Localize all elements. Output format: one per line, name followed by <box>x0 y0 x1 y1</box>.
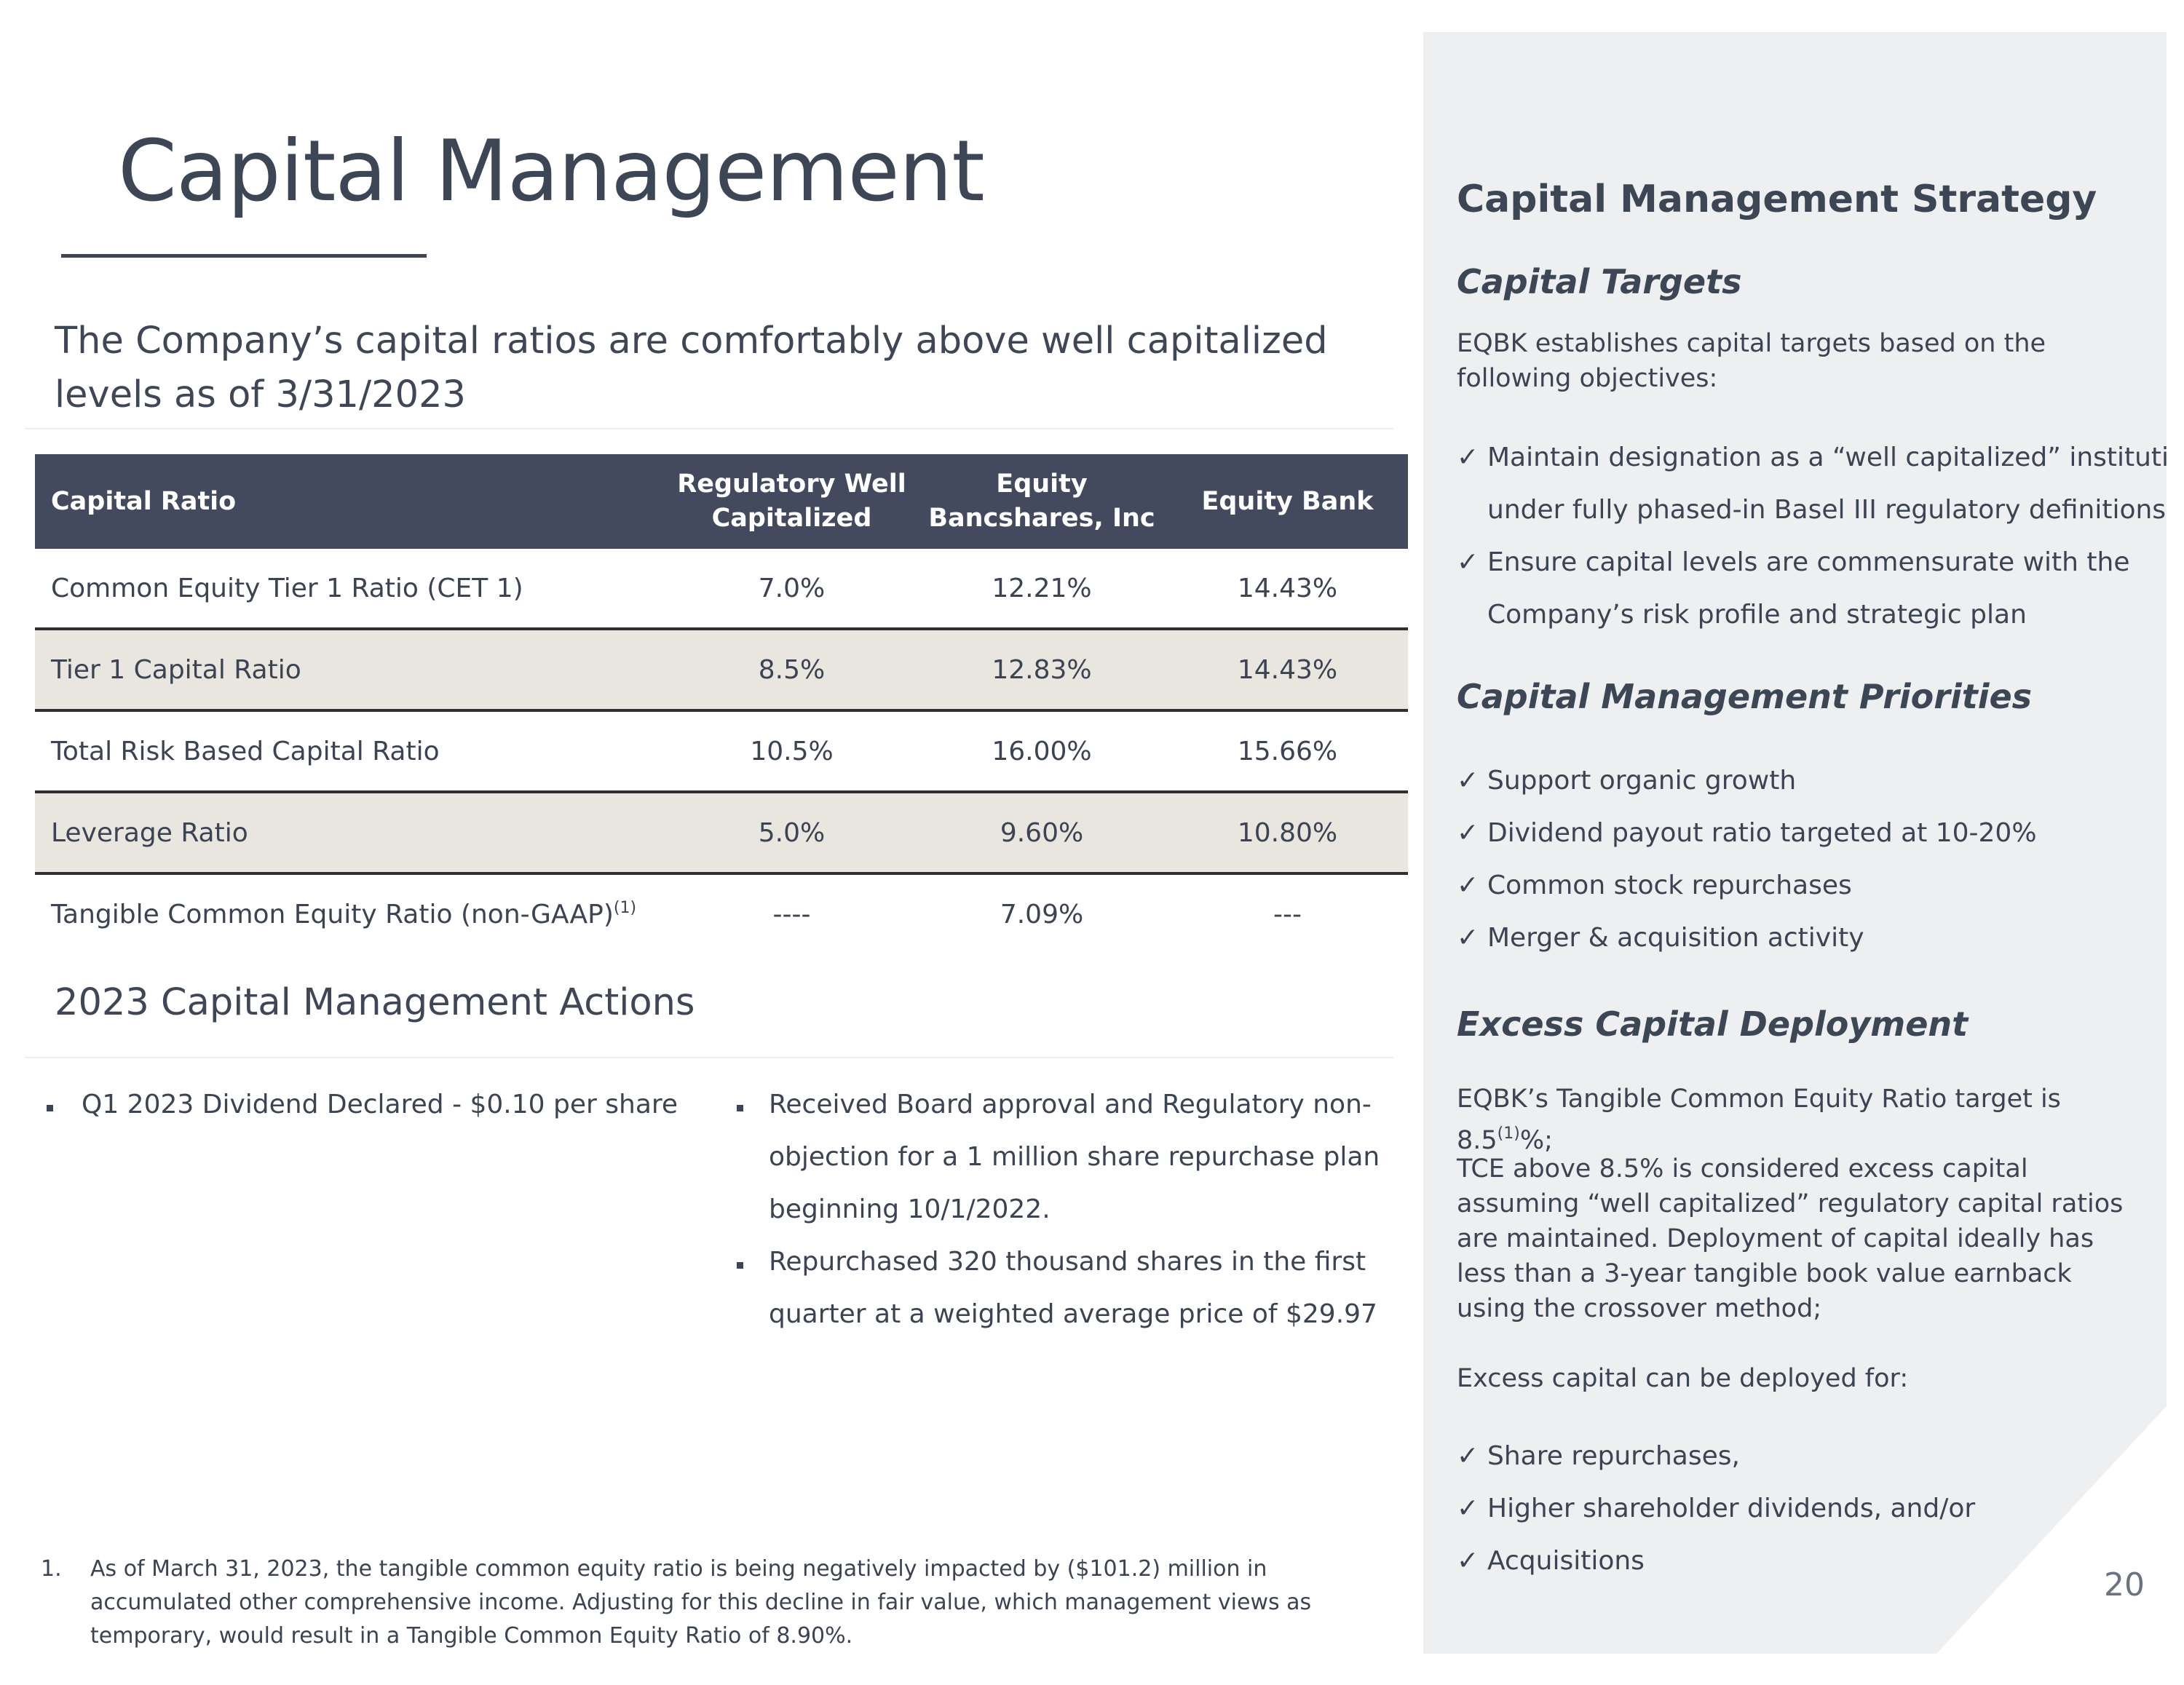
check-icon: ✓ <box>1457 923 1479 953</box>
table-row: Total Risk Based Capital Ratio 10.5% 16.… <box>35 710 1408 793</box>
check-icon: ✓ <box>1457 818 1479 848</box>
tce-target-end: %; <box>1519 1126 1553 1155</box>
check-icon: ✓ <box>1457 547 1479 577</box>
cell-bancshares: 16.00% <box>917 710 1167 793</box>
page-title: Capital Management <box>118 122 985 221</box>
cell-regulatory: 8.5% <box>667 629 917 712</box>
check-item: Higher shareholder dividends, and/or <box>1487 1494 1976 1523</box>
header-regulatory-well-capitalized: Regulatory Well Capitalized <box>667 454 917 549</box>
check-icon: ✓ <box>1457 871 1479 900</box>
deploy-intro: Excess capital can be deployed for: <box>1457 1364 1909 1393</box>
row-label: Total Risk Based Capital Ratio <box>35 710 667 793</box>
tce-target-text: EQBK’s Tangible Common Equity Ratio targ… <box>1457 1082 2134 1158</box>
header-equity-bank: Equity Bank <box>1167 454 1408 549</box>
title-underline <box>61 254 427 258</box>
subtitle-divider <box>25 428 1393 429</box>
actions-heading: 2023 Capital Management Actions <box>55 981 695 1024</box>
panel-corner-cut <box>1936 1406 2167 1654</box>
header-capital-ratio: Capital Ratio <box>35 454 667 549</box>
cell-bank: 15.66% <box>1167 710 1408 793</box>
check-icon: ✓ <box>1457 1494 1479 1523</box>
list-item-line: Received Board approval and Regulatory n… <box>769 1090 1372 1119</box>
excess-title: Excess Capital Deployment <box>1457 1004 1969 1044</box>
page-number: 20 <box>2104 1566 2145 1603</box>
row-label: Common Equity Tier 1 Ratio (CET 1) <box>35 549 667 630</box>
cell-regulatory: 7.0% <box>667 549 917 630</box>
actions-divider <box>25 1057 1393 1058</box>
priorities-title: Capital Management Priorities <box>1457 677 2033 716</box>
check-item: Support organic growth <box>1487 766 1797 796</box>
cell-bank: 10.80% <box>1167 792 1408 875</box>
check-item: Share repurchases, <box>1487 1441 1740 1471</box>
cell-bancshares: 7.09% <box>1000 899 1084 929</box>
tce-excess-text: TCE above 8.5% is considered excess capi… <box>1457 1154 2124 1323</box>
cell-regulatory: ---- <box>772 899 811 929</box>
bullet-marker <box>737 1262 743 1269</box>
list-item-line: objection for a 1 million share repurcha… <box>769 1142 1380 1172</box>
check-item: Dividend payout ratio targeted at 10-20% <box>1487 818 2037 848</box>
cell-bancshares: 12.21% <box>917 549 1167 630</box>
check-icon: ✓ <box>1457 1441 1479 1471</box>
table-row: Tier 1 Capital Ratio 8.5% 12.83% 14.43% <box>35 629 1408 712</box>
strategy-panel: Capital Management Strategy Capital Targ… <box>1423 32 2167 1654</box>
footnote-ref: (1) <box>1497 1125 1520 1143</box>
cell-bank: 14.43% <box>1167 629 1408 712</box>
tce-target-main: EQBK’s Tangible Common Equity Ratio targ… <box>1457 1085 2061 1155</box>
footnote-ref: (1) <box>613 899 637 917</box>
capital-ratio-table: Capital Ratio Regulatory Well Capitalize… <box>35 454 1408 953</box>
check-item: Merger & acquisition activity <box>1487 923 1864 953</box>
table-row: Common Equity Tier 1 Ratio (CET 1) 7.0% … <box>35 549 1408 630</box>
check-icon: ✓ <box>1457 443 1479 472</box>
row-label: Tangible Common Equity Ratio (non-GAAP)(… <box>35 873 667 953</box>
footnote-number: 1. <box>41 1556 62 1582</box>
check-item-line: Ensure capital levels are commensurate w… <box>1487 547 2130 577</box>
check-icon: ✓ <box>1457 1546 1479 1576</box>
check-item-line: Company’s risk profile and strategic pla… <box>1487 600 2027 630</box>
list-item-line: beginning 10/1/2022. <box>769 1194 1051 1224</box>
cell-bank: 14.43% <box>1167 549 1408 630</box>
cell-bancshares: 9.60% <box>917 792 1167 875</box>
cell-regulatory: 10.5% <box>667 710 917 793</box>
panel-heading: Capital Management Strategy <box>1457 178 2097 221</box>
cell-bank: --- <box>1273 899 1302 929</box>
cell-bancshares: 12.83% <box>917 629 1167 712</box>
table-row: Tangible Common Equity Ratio (non-GAAP)(… <box>35 873 1408 953</box>
header-equity-bancshares: Equity Bancshares, Inc <box>917 454 1167 549</box>
check-item: Common stock repurchases <box>1487 871 1852 900</box>
capital-targets-title: Capital Targets <box>1457 262 1742 301</box>
check-item-line: under fully phased-in Basel III regulato… <box>1487 495 2167 525</box>
row-label: Tier 1 Capital Ratio <box>35 629 667 712</box>
row-label: Leverage Ratio <box>35 792 667 875</box>
page-subtitle: The Company’s capital ratios are comfort… <box>55 320 1328 416</box>
check-item-line: Maintain designation as a “well capitali… <box>1487 443 2167 472</box>
cell-regulatory: 5.0% <box>667 792 917 875</box>
list-item-line: quarter at a weighted average price of $… <box>769 1299 1377 1329</box>
capital-targets-intro: EQBK establishes capital targets based o… <box>1457 329 2046 393</box>
check-icon: ✓ <box>1457 766 1479 796</box>
list-item-line: Repurchased 320 thousand shares in the f… <box>769 1247 1366 1277</box>
footnote-text: As of March 31, 2023, the tangible commo… <box>90 1556 1312 1649</box>
bullet-marker <box>47 1105 53 1111</box>
table-header-row: Capital Ratio Regulatory Well Capitalize… <box>35 454 1408 549</box>
check-item: Acquisitions <box>1487 1546 1645 1576</box>
table-row: Leverage Ratio 5.0% 9.60% 10.80% <box>35 792 1408 875</box>
list-item: Q1 2023 Dividend Declared - $0.10 per sh… <box>82 1090 678 1119</box>
bullet-marker <box>737 1105 743 1111</box>
row-label-text: Tangible Common Equity Ratio (non-GAAP) <box>51 900 614 929</box>
